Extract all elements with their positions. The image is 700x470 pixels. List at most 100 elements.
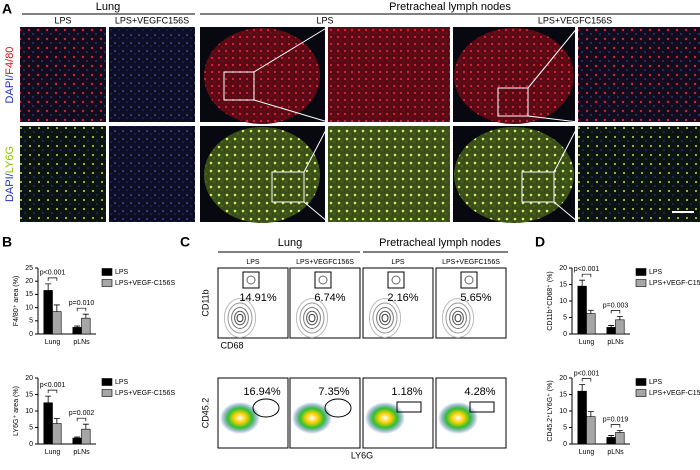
bar	[81, 428, 91, 445]
y-tick-label: 15	[25, 391, 33, 398]
x-tick-label: Lung	[579, 449, 595, 456]
contour	[376, 307, 394, 329]
image	[109, 27, 195, 122]
error-bar	[53, 418, 60, 424]
gate	[469, 401, 495, 413]
legend-swatch	[101, 378, 113, 386]
legend-swatch	[635, 268, 647, 276]
x-tick-label: pLNs	[607, 339, 624, 346]
panel-letter: B	[2, 234, 12, 250]
column-header: LPS	[391, 259, 405, 266]
zoom-line	[553, 201, 579, 223]
gate	[396, 401, 422, 413]
bar	[52, 311, 62, 335]
contour	[231, 307, 249, 329]
gate-percent: 5.65%	[460, 292, 491, 304]
x-tick-label: Lung	[579, 339, 595, 346]
image	[454, 28, 574, 124]
significance-bracket	[47, 389, 58, 394]
contour	[227, 302, 253, 334]
legend-label: LPS	[649, 269, 663, 276]
y-tick-label: 10	[559, 298, 567, 305]
column-header: LPS	[316, 15, 333, 25]
error-bar	[74, 436, 81, 439]
group-header: Pretracheal lymph nodes	[389, 1, 511, 13]
image	[328, 27, 450, 122]
x-tick-label: Lung	[45, 339, 61, 346]
legend-label: LPS	[649, 379, 663, 386]
bar	[586, 313, 596, 335]
y-axis-label: CD11b⁺CD68⁺ (%)	[547, 271, 554, 330]
column-header: LPS+VEGFC156S	[442, 259, 500, 266]
zoom-line	[253, 99, 329, 123]
contour	[441, 298, 475, 338]
group-header: Pretracheal lymph nodes	[379, 237, 501, 249]
contour	[449, 307, 467, 329]
zoom-line	[303, 201, 329, 223]
zoom-line	[553, 125, 579, 173]
x-tick-label: Lung	[45, 449, 61, 456]
gate-percent: 1.18%	[391, 386, 422, 398]
legend-swatch	[635, 378, 647, 386]
contour	[379, 310, 391, 326]
legend-swatch	[101, 279, 113, 287]
error-bar	[616, 430, 623, 433]
contour	[454, 313, 462, 323]
bar	[43, 290, 53, 335]
legend-label: LPS+VEGF-C156S	[649, 390, 700, 397]
gate	[460, 271, 478, 289]
stain: DAPI/	[4, 172, 16, 202]
y-axis-label: LY6G⁺ area (%)	[13, 386, 20, 436]
image	[578, 126, 700, 222]
y-tick-label: 0	[29, 441, 33, 448]
density	[220, 402, 260, 434]
contour	[299, 302, 325, 334]
error-bar	[82, 423, 89, 430]
contour	[236, 313, 244, 323]
contour	[306, 310, 318, 326]
bar	[577, 390, 587, 445]
legend-swatch	[635, 389, 647, 397]
column-header: LPS	[246, 259, 260, 266]
error-bar	[53, 304, 60, 312]
x-axis-label: LY6G	[351, 450, 373, 460]
x-tick-label: pLNs	[607, 449, 624, 456]
y-tick-label: 10	[25, 408, 33, 415]
image	[20, 27, 106, 122]
image	[328, 126, 450, 222]
contour	[391, 275, 401, 285]
contour	[452, 310, 464, 326]
significance-bracket	[76, 307, 87, 312]
gate-percent: 6.74%	[314, 292, 345, 304]
legend-label: LPS	[115, 269, 129, 276]
gate	[242, 271, 260, 289]
y-tick-label: 15	[559, 281, 567, 288]
annotation: p<0.001	[40, 382, 66, 389]
legend-swatch	[101, 268, 113, 276]
y-tick-label: 15	[25, 291, 33, 298]
zoom-line	[303, 125, 329, 173]
image	[109, 126, 195, 222]
legend-swatch	[635, 279, 647, 287]
contour	[295, 298, 329, 338]
error-bar	[608, 325, 615, 328]
x-axis-label: CD68	[220, 340, 243, 350]
bar	[606, 327, 616, 335]
panel-letter: A	[2, 1, 12, 17]
y-tick-label: 5	[29, 318, 33, 325]
y-tick-label: 5	[29, 424, 33, 431]
legend-label: LPS+VEGF-C156S	[115, 280, 175, 287]
panel-letter: D	[535, 234, 545, 250]
bar	[577, 285, 587, 335]
gate-percent: 2.16%	[387, 292, 418, 304]
flow-plots: LPS LPS+VEGFC156S LPS LPS+VEGFC156S CD11b CD6…	[200, 259, 507, 460]
zoom-box	[521, 171, 555, 203]
y-tick-label: 25	[25, 265, 33, 272]
y-axis-label: CD11b	[200, 289, 210, 316]
gate-percent: 16.94%	[243, 386, 281, 398]
column-header: LPS+VEGFC156S	[296, 259, 354, 266]
stain: DAPI/	[4, 74, 16, 104]
gate	[387, 271, 405, 289]
bar	[615, 432, 625, 445]
image	[20, 126, 106, 222]
